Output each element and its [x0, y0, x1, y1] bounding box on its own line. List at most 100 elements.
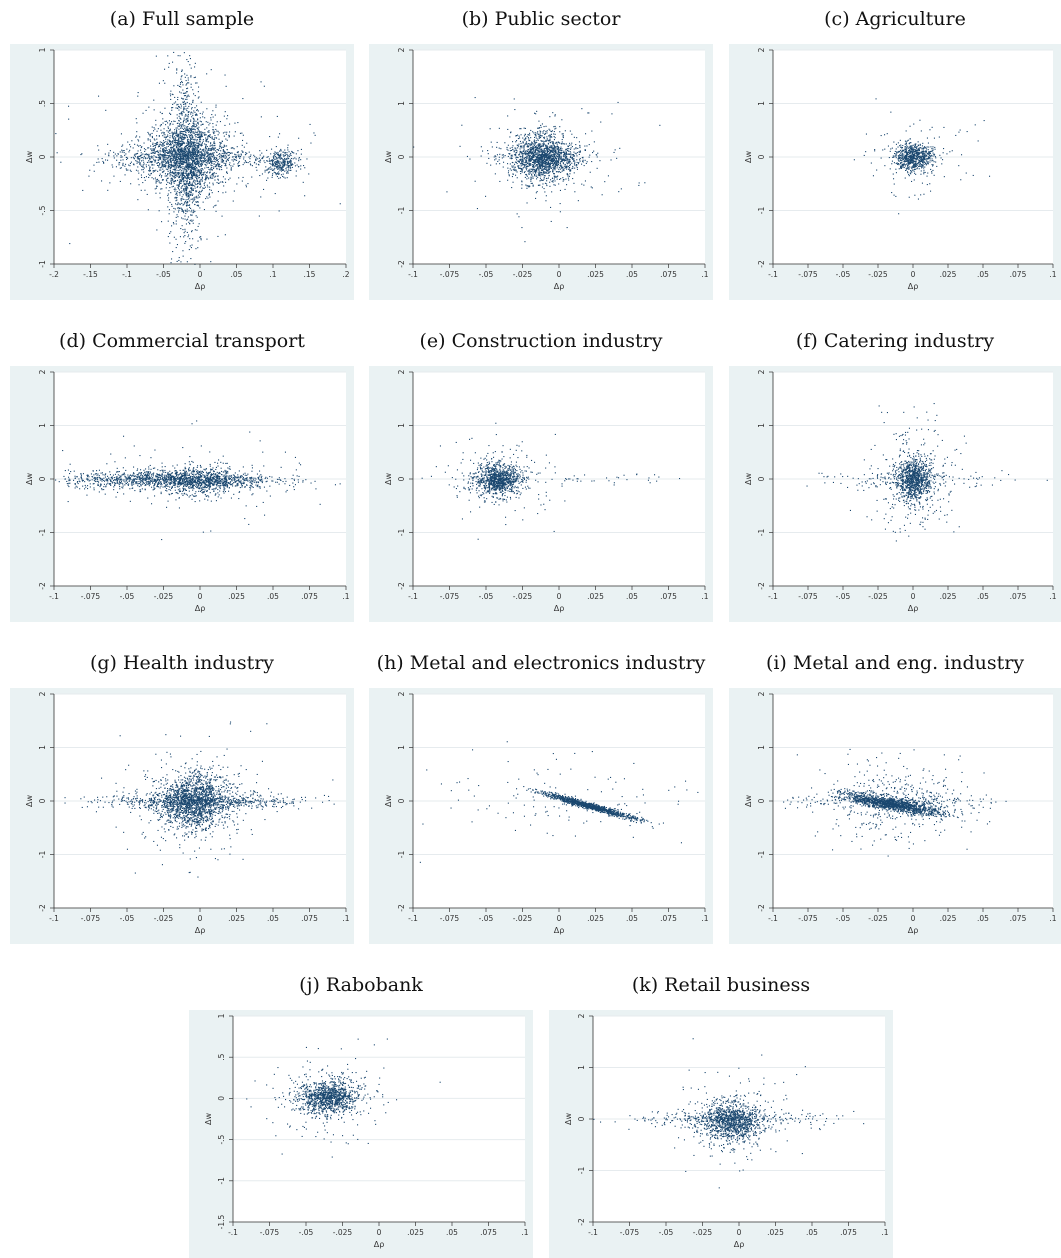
scatter-point — [183, 141, 185, 143]
scatter-point — [169, 144, 171, 146]
scatter-point — [187, 143, 189, 145]
scatter-point — [550, 159, 552, 161]
scatter-point — [138, 158, 140, 160]
scatter-point — [213, 158, 215, 160]
scatter-point — [521, 169, 523, 171]
scatter-point — [540, 143, 542, 145]
scatter-point — [526, 167, 528, 169]
scatter-point — [529, 159, 531, 161]
scatter-point — [515, 157, 517, 159]
scatter-point — [168, 152, 170, 154]
scatter-point — [538, 158, 540, 160]
scatter-point — [136, 135, 138, 137]
scatter-point — [187, 156, 189, 158]
scatter-point — [184, 115, 186, 117]
scatter-point — [147, 131, 149, 133]
scatter-point — [163, 144, 165, 146]
scatter-point — [180, 182, 182, 184]
scatter-point — [526, 160, 528, 162]
scatter-point — [201, 154, 203, 156]
scatter-point — [556, 160, 558, 162]
scatter-point — [533, 154, 535, 156]
scatter-point — [178, 143, 180, 145]
scatter-point — [191, 220, 193, 222]
scatter-point — [515, 170, 517, 172]
scatter-point — [553, 155, 555, 157]
scatter-point — [532, 131, 534, 133]
scatter-point — [273, 160, 275, 162]
scatter-point — [165, 166, 167, 168]
scatter-point — [197, 123, 199, 125]
scatter-point — [286, 166, 288, 168]
scatter-point — [274, 172, 276, 174]
scatter-point — [175, 160, 177, 162]
scatter-point — [538, 144, 540, 146]
scatter-point — [520, 159, 522, 161]
scatter-point — [193, 132, 195, 134]
scatter-point — [511, 157, 513, 159]
scatter-point — [530, 180, 532, 182]
scatter-point — [537, 127, 539, 129]
scatter-point — [195, 126, 197, 128]
scatter-point — [173, 155, 175, 157]
scatter-point — [173, 223, 175, 225]
scatter-point — [550, 135, 552, 137]
scatter-point — [235, 156, 237, 158]
scatter-point — [257, 158, 259, 160]
scatter-point — [236, 151, 238, 153]
scatter-point — [161, 175, 163, 177]
scatter-point — [135, 169, 137, 171]
scatter-point — [225, 161, 227, 163]
scatter-point — [529, 132, 531, 134]
scatter-point — [158, 161, 160, 163]
scatter-point — [129, 162, 131, 164]
scatter-point — [538, 174, 540, 176]
scatter-point — [217, 179, 219, 181]
scatter-point — [215, 128, 217, 130]
scatter-point — [561, 139, 563, 141]
scatter-point — [112, 166, 114, 168]
scatter-point — [287, 165, 289, 167]
scatter-point — [538, 120, 540, 122]
scatter-point — [210, 153, 212, 155]
scatter-point — [180, 140, 182, 142]
scatter-point — [574, 160, 576, 162]
scatter-point — [187, 183, 189, 185]
scatter-point — [283, 160, 285, 162]
scatter-point — [525, 169, 527, 171]
scatter-point — [212, 131, 214, 133]
scatter-point — [175, 151, 177, 153]
scatter-point — [216, 160, 218, 162]
scatter-point — [544, 156, 546, 158]
scatter-point — [177, 167, 179, 169]
scatter-point — [523, 172, 525, 174]
scatter-point — [164, 68, 166, 70]
scatter-point — [217, 163, 219, 165]
scatter-point — [179, 124, 181, 126]
scatter-point — [557, 175, 559, 177]
scatter-point — [275, 165, 277, 167]
scatter-point — [179, 179, 181, 181]
scatter-point — [557, 165, 559, 167]
scatter-point — [552, 144, 554, 146]
scatter-point — [187, 194, 189, 196]
scatter-point — [184, 137, 186, 139]
scatter-point — [546, 154, 548, 156]
scatter-point — [193, 174, 195, 176]
scatter-point — [168, 161, 170, 163]
scatter-point — [183, 52, 185, 54]
scatter-point — [233, 163, 235, 165]
scatter-point — [181, 124, 183, 126]
scatter-point — [171, 225, 173, 227]
scatter-point — [230, 169, 232, 171]
scatter-point — [281, 169, 283, 171]
scatter-point — [559, 151, 561, 153]
scatter-point — [155, 169, 157, 171]
scatter-point — [235, 157, 237, 159]
scatter-point — [185, 150, 187, 152]
chart-panel-a: (a) Full sample -.2 -.15 -.1 -.05 0.05.1.15.… — [10, 8, 354, 300]
scatter-point — [527, 157, 529, 159]
scatter-point — [296, 164, 298, 166]
scatter-point — [137, 199, 139, 201]
scatter-point — [181, 210, 183, 212]
